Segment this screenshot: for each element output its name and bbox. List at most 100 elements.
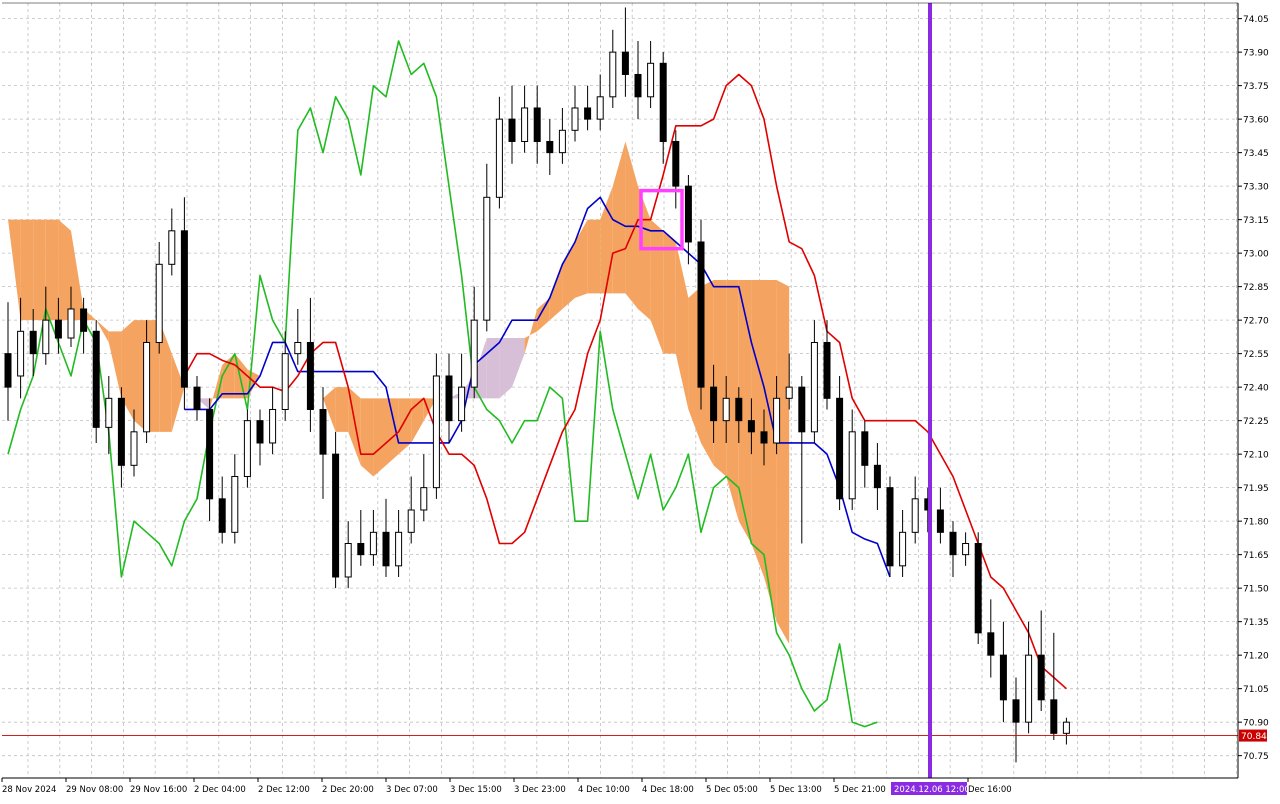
axes-layer: 74.05 73.90 73.75 73.60 73.45 73.30 73.15 73.00… [1,2,1269,795]
y-tick-label: 73.30 [1243,183,1269,193]
candle-bear [999,654,1007,701]
kumo-bear-segment [486,338,500,399]
x-tick-label: 5 Dec 13:00 [770,785,822,795]
y-tick-label: 71.65 [1243,551,1269,561]
candle-bear [256,420,264,444]
candle-bear [1037,654,1045,701]
kumo-bull-segment [537,297,550,332]
kumo-bull-segment [58,219,71,321]
candle-bear [836,397,844,500]
current-price-badge [1239,729,1267,742]
y-tick-label: 74.05 [1243,15,1269,25]
candle-bear [861,431,869,466]
candle-bear [936,509,944,533]
y-tick-label: 72.25 [1243,417,1269,427]
kumo-bull-segment [764,279,777,622]
highlight-box [639,188,684,251]
candle-bear [949,531,957,556]
kumo-bull-segment [108,331,122,399]
kumo-bull-segment [8,219,21,321]
kumo-bull-segment [171,353,185,432]
candle-bear [684,185,692,243]
kumo-bull-segment [738,279,752,544]
kumo-bull-segment [121,320,134,421]
kumo-bull-segment [612,141,626,294]
candle-bear [193,386,201,410]
kumo-bear-segment [499,338,512,399]
x-tick-label: 5 Dec 21:00 [834,785,886,795]
candle-bear [710,386,718,422]
y-tick-label: 72.70 [1243,317,1269,327]
x-tick-label: Dec 16:00 [968,785,1012,795]
y-tick-label: 72.10 [1243,451,1269,461]
candle-bear [672,140,680,187]
x-tick-label: 2 Dec 04:00 [194,785,246,795]
candle-bull [722,397,730,422]
x-tick-label: 2 Dec 20:00 [322,785,374,795]
candle-bull [470,319,478,388]
candle-bear [4,353,12,388]
candle-bear [873,464,881,489]
kumo-bull-segment [335,387,349,432]
chikou-span-line [7,40,878,728]
candle-bear [697,241,705,388]
kumo-bull-segment [45,219,59,321]
candle-bull [647,62,655,98]
candle-bear [180,230,188,388]
candle-bull [143,341,151,433]
candle-bear [1012,699,1020,723]
kumo-bull-segment [386,398,399,466]
kijun-sen-line [184,196,891,578]
indicator-lines-layer [7,40,1067,728]
candles-layer [4,7,1070,763]
candle-bear [735,397,743,422]
crosshair-time-badge [891,782,967,795]
candle-bull [962,542,970,556]
y-tick-label: 70.75 [1243,752,1269,762]
candle-bull [420,487,428,511]
candle-bear [206,408,214,500]
candle-bear [382,531,390,567]
candle-bear [29,330,37,355]
x-tick-label: 28 Nov 2024 [2,785,56,795]
kumo-bull-segment [373,398,386,477]
candle-bull [810,341,818,433]
candle-bull [168,230,176,265]
candle-bear [533,107,541,142]
kumo-bull-segment [159,320,172,432]
candle-bear [508,118,516,142]
x-tick-label: 3 Dec 15:00 [450,785,502,795]
candle-bull [17,330,25,377]
candle-bear [798,386,806,433]
candle-bull [105,397,113,428]
candle-bear [218,498,226,533]
candle-bull [495,118,503,198]
candle-bear [584,107,592,120]
x-tick-label: 3 Dec 23:00 [514,785,566,795]
y-tick-label: 71.05 [1243,685,1269,695]
y-tick-label: 73.00 [1243,250,1269,260]
candle-bull [281,353,289,410]
kumo-bull-segment [675,241,689,410]
candle-bull [130,431,138,466]
candle-bull [1025,654,1033,723]
y-tick-label: 71.20 [1243,652,1269,662]
y-tick-label: 71.50 [1243,585,1269,595]
kumo-bull-segment [587,219,601,294]
candle-bear [92,330,100,428]
candle-bull [1062,721,1070,734]
candle-bear [747,420,755,433]
candle-bull [231,475,239,533]
kumo-bull-segment [650,219,664,354]
candle-bear [117,397,125,466]
kumo-bull-segment [71,230,84,321]
y-tick-label: 73.75 [1243,82,1269,92]
candle-bull [243,420,251,477]
candle-bull [344,542,352,578]
candle-bull [432,375,440,489]
candle-bear [886,487,894,567]
kumo-bull-segment [20,219,34,321]
candle-bear [306,341,314,410]
